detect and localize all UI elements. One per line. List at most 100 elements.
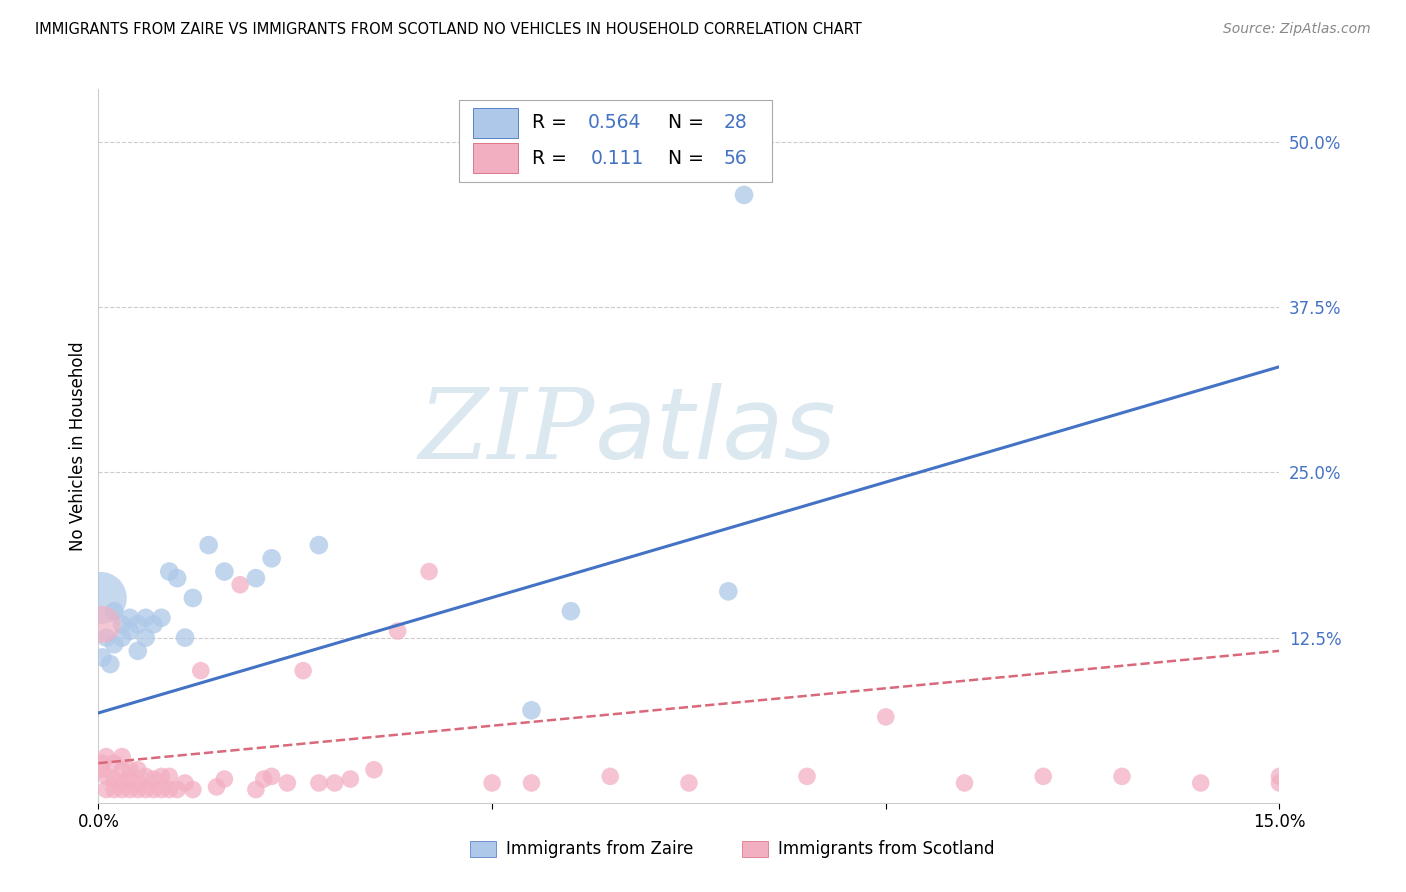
Point	[1268, 776, 1291, 790]
Point	[111, 617, 134, 632]
Point	[197, 538, 219, 552]
Point	[1189, 776, 1212, 790]
Point	[245, 782, 267, 797]
Text: 0.111: 0.111	[591, 149, 644, 168]
Point	[90, 763, 112, 777]
Point	[1032, 769, 1054, 783]
Point	[91, 650, 114, 665]
Point	[111, 782, 134, 797]
Point	[111, 763, 134, 777]
Point	[229, 578, 252, 592]
Point	[96, 749, 118, 764]
Point	[118, 624, 141, 638]
Point	[323, 776, 346, 790]
Point	[678, 776, 700, 790]
Point	[520, 776, 543, 790]
Point	[339, 772, 361, 786]
Point	[111, 749, 134, 764]
Point	[96, 769, 118, 783]
Point	[127, 782, 149, 797]
Point	[174, 776, 197, 790]
Point	[599, 769, 621, 783]
Point	[118, 611, 141, 625]
Text: IMMIGRANTS FROM ZAIRE VS IMMIGRANTS FROM SCOTLAND NO VEHICLES IN HOUSEHOLD CORRE: IMMIGRANTS FROM ZAIRE VS IMMIGRANTS FROM…	[35, 22, 862, 37]
Point	[90, 591, 112, 605]
Point	[308, 538, 330, 552]
Text: R =: R =	[531, 149, 579, 168]
Point	[127, 776, 149, 790]
Point	[181, 591, 204, 605]
Point	[418, 565, 440, 579]
Point	[127, 763, 149, 777]
Point	[142, 772, 165, 786]
Point	[560, 604, 582, 618]
Point	[157, 769, 180, 783]
FancyBboxPatch shape	[471, 841, 496, 857]
Text: Immigrants from Zaire: Immigrants from Zaire	[506, 840, 693, 858]
Point	[717, 584, 740, 599]
Point	[520, 703, 543, 717]
Point	[135, 782, 157, 797]
Point	[181, 782, 204, 797]
Point	[953, 776, 976, 790]
Point	[91, 617, 114, 632]
FancyBboxPatch shape	[472, 144, 517, 173]
Point	[118, 782, 141, 797]
Point	[363, 763, 385, 777]
Point	[135, 769, 157, 783]
Point	[96, 782, 118, 797]
Point	[157, 565, 180, 579]
Point	[166, 782, 188, 797]
Point	[91, 756, 114, 771]
Text: 0.564: 0.564	[588, 113, 641, 132]
Point	[127, 617, 149, 632]
Point	[103, 756, 125, 771]
Point	[387, 624, 409, 638]
Point	[135, 611, 157, 625]
Text: N =: N =	[655, 113, 710, 132]
Point	[260, 551, 283, 566]
Point	[253, 772, 276, 786]
Point	[796, 769, 818, 783]
Point	[157, 782, 180, 797]
Text: N =: N =	[655, 149, 710, 168]
Point	[150, 782, 173, 797]
Point	[245, 571, 267, 585]
Point	[308, 776, 330, 790]
Text: Immigrants from Scotland: Immigrants from Scotland	[778, 840, 994, 858]
Point	[733, 188, 755, 202]
Point	[205, 780, 228, 794]
Y-axis label: No Vehicles in Household: No Vehicles in Household	[69, 341, 87, 551]
Point	[276, 776, 298, 790]
Point	[118, 772, 141, 786]
Point	[875, 710, 897, 724]
Point	[98, 657, 121, 671]
Text: Source: ZipAtlas.com: Source: ZipAtlas.com	[1223, 22, 1371, 37]
Text: ZIP: ZIP	[418, 384, 595, 479]
Point	[1111, 769, 1133, 783]
Point	[127, 644, 149, 658]
Point	[142, 782, 165, 797]
Point	[135, 631, 157, 645]
FancyBboxPatch shape	[458, 100, 772, 182]
Point	[111, 631, 134, 645]
Point	[103, 772, 125, 786]
Point	[190, 664, 212, 678]
Text: 28: 28	[723, 113, 747, 132]
Text: R =: R =	[531, 113, 572, 132]
Point	[150, 611, 173, 625]
Point	[118, 763, 141, 777]
Point	[150, 769, 173, 783]
Point	[103, 604, 125, 618]
Point	[111, 776, 134, 790]
Text: atlas: atlas	[595, 384, 837, 480]
Point	[166, 571, 188, 585]
Point	[214, 565, 236, 579]
Point	[96, 631, 118, 645]
Point	[103, 782, 125, 797]
FancyBboxPatch shape	[472, 108, 517, 137]
Point	[292, 664, 315, 678]
FancyBboxPatch shape	[742, 841, 768, 857]
Point	[481, 776, 503, 790]
Point	[174, 631, 197, 645]
